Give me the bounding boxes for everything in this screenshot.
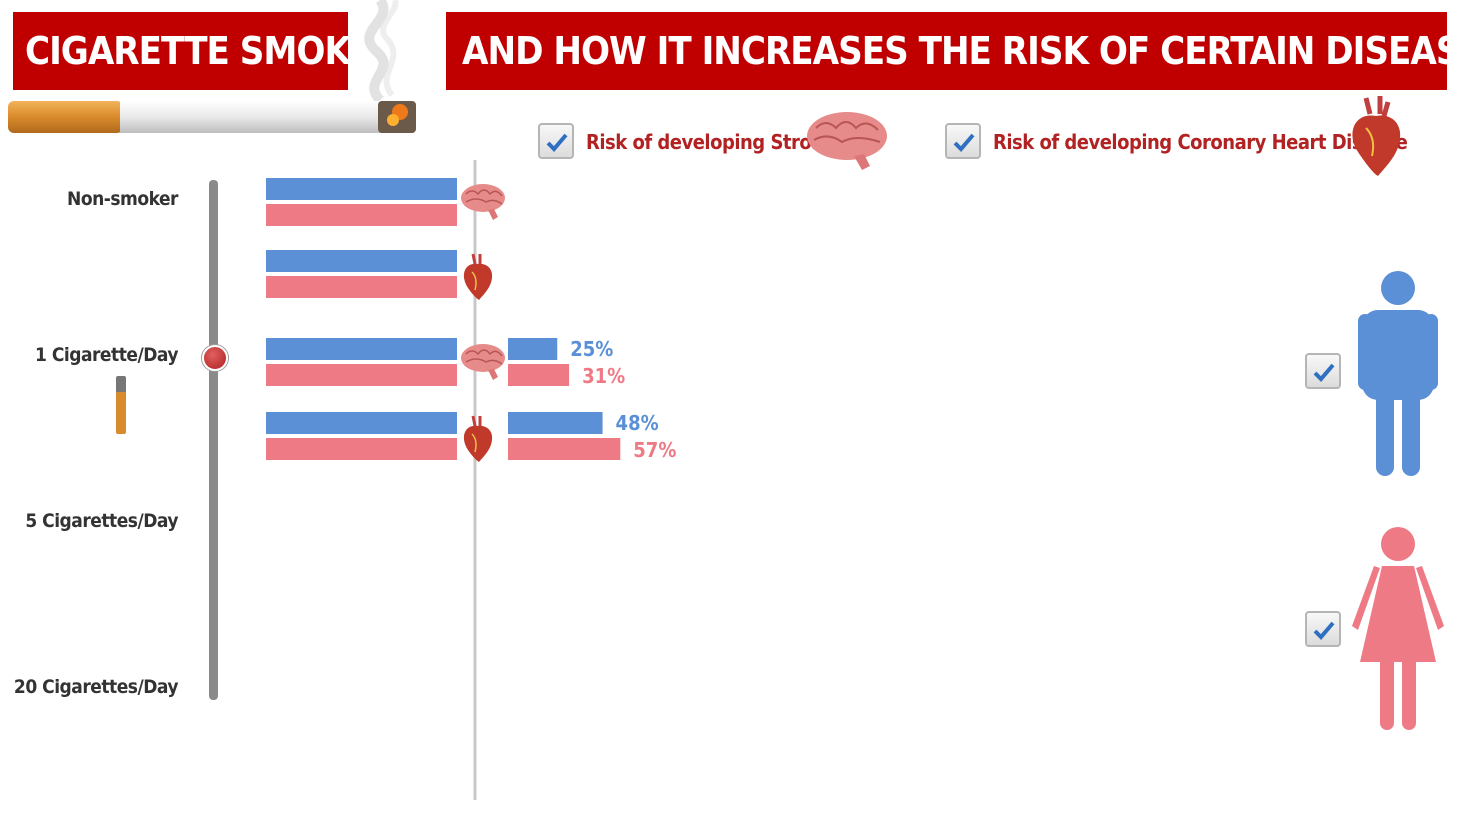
brain-icon [461, 184, 505, 220]
heart-icon [463, 253, 493, 300]
baseline-bar-women [266, 364, 457, 386]
heart-icon [1352, 96, 1401, 176]
baseline-bar-men [266, 412, 457, 434]
baseline-bar-women [266, 276, 457, 298]
baseline-bar-women [266, 438, 457, 460]
heart-icon [463, 415, 493, 462]
male-checkbox[interactable] [1305, 353, 1341, 389]
brain-icon [461, 344, 505, 380]
increase-bar-women [508, 438, 621, 460]
title-banner-right: AND HOW IT INCREASES THE RISK OF CERTAIN… [446, 12, 1461, 90]
level-label-5-cigarettes[interactable]: 5 Cigarettes/Day [25, 510, 178, 532]
data-label-men: 48% [616, 411, 659, 435]
stroke-checkbox[interactable] [538, 123, 574, 159]
cigarette-icon [8, 0, 416, 133]
chd-checkbox[interactable] [945, 123, 981, 159]
level-label-1-cigarette[interactable]: 1 Cigarette/Day [34, 344, 179, 366]
male-figure-icon [1358, 271, 1438, 476]
increase-bar-men [508, 338, 558, 360]
baseline-bar-men [266, 178, 457, 200]
data-label-women: 57% [633, 438, 676, 462]
increase-bar-women [508, 364, 570, 386]
small-cigarette-icon [116, 376, 126, 434]
baseline-bar-women [266, 204, 457, 226]
checkmark-icon [1313, 363, 1335, 382]
checkmark-icon [1313, 621, 1335, 640]
data-label-women: 31% [582, 364, 625, 388]
data-label-men: 25% [570, 337, 613, 361]
title-left: CIGARETTE SMOKING [25, 29, 417, 73]
baseline-bar-men [266, 250, 457, 272]
brain-icon [807, 112, 887, 170]
chd-legend-label: Risk of developing Coronary Heart Diseas… [993, 130, 1408, 154]
level-label-20-cigarettes[interactable]: 20 Cigarettes/Day [13, 676, 179, 698]
title-banner-left: CIGARETTE SMOKING [13, 12, 417, 90]
slider-track[interactable] [209, 180, 218, 700]
checkmark-icon [546, 133, 568, 152]
female-figure-icon [1352, 527, 1444, 730]
slider-thumb[interactable] [202, 345, 228, 371]
increase-bar-men [508, 412, 603, 434]
level-label-non-smoker[interactable]: Non-smoker [67, 188, 178, 210]
checkmark-icon [953, 133, 975, 152]
baseline-bar-men [266, 338, 457, 360]
title-right: AND HOW IT INCREASES THE RISK OF CERTAIN… [462, 29, 1461, 73]
stroke-legend-label: Risk of developing Stroke [586, 130, 834, 154]
female-checkbox[interactable] [1305, 611, 1341, 647]
